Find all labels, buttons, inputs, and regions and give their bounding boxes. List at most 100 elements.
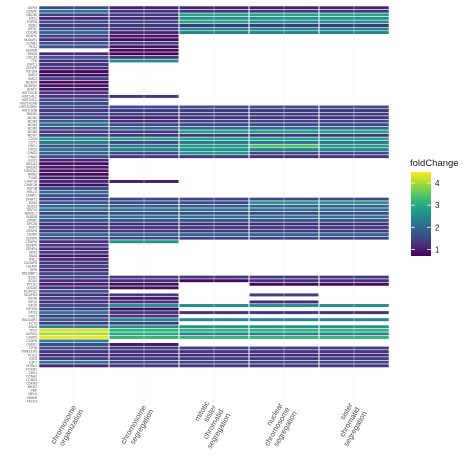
y-tick-label: BIRC5 — [28, 52, 38, 56]
y-tick-label: RAD51 — [27, 112, 38, 116]
y-tick-label: HIST1H3B — [22, 109, 37, 113]
y-tick-label: NCAPD3 — [24, 293, 37, 297]
y-tick-label: POLQ — [28, 353, 37, 357]
y-tick-label: HIST1H1B — [22, 91, 37, 95]
y-tick-label: CCNA2 — [26, 375, 37, 379]
y-tick-label: EZH2 — [29, 201, 37, 205]
y-tick-label: HMMR — [27, 396, 38, 400]
y-tick-label: AURKB — [26, 48, 37, 52]
legend-colorbar — [411, 172, 431, 256]
legend-tick-label: 3 — [435, 201, 440, 210]
y-tick-label: TPX2 — [29, 328, 37, 332]
y-tick-label: CHEK1 — [26, 343, 37, 347]
y-tick-label: CDT1 — [29, 141, 38, 145]
y-tick-label: CDC6 — [28, 137, 37, 141]
y-tick-label: TYMS — [28, 176, 37, 180]
y-tick-label: ORC1 — [28, 144, 37, 148]
y-tick-label: DNA2 — [28, 155, 37, 159]
legend-tick-label: 4 — [435, 179, 440, 188]
y-tick-label: CDCA5 — [26, 286, 37, 290]
y-tick-label: NUF2 — [29, 226, 38, 230]
y-tick-label: SUZ12 — [27, 204, 37, 208]
y-tick-label: CLSPN — [26, 339, 37, 343]
y-tick-label: CENPU — [26, 247, 38, 251]
y-tick-label: NCAPD2 — [24, 84, 37, 88]
y-tick-label: CENPE — [26, 66, 37, 70]
y-tick-label: MAD2L1 — [25, 211, 38, 215]
y-tick-label: MCM3 — [28, 119, 38, 123]
y-tick-label: BUB1 — [29, 24, 38, 28]
y-tick-label: HELLS — [27, 190, 37, 194]
y-tick-label: ORC6 — [28, 148, 37, 152]
y-tick-label: NDC80 — [27, 13, 38, 17]
y-tick-label: CENPM — [25, 240, 37, 244]
y-tick-label: PBK — [31, 389, 38, 393]
y-tick-label: HIST1H2AB — [20, 102, 37, 106]
y-tick-label: TIPIN — [29, 346, 38, 350]
y-tick-label: SKA1 — [29, 250, 37, 254]
y-tick-label: MIS18BP1 — [22, 272, 37, 276]
y-tick-label: PRC1 — [28, 314, 37, 318]
y-tick-label: RACGAP1 — [22, 318, 37, 322]
y-tick-label: KIF23 — [28, 311, 37, 315]
y-tick-label: HIST1H1D — [22, 98, 38, 102]
y-tick-label: KIF14 — [28, 300, 37, 304]
y-tick-label: CDC20 — [27, 56, 38, 60]
y-tick-label: ASF1B — [27, 187, 37, 191]
y-tick-label: KIF15 — [28, 304, 37, 308]
legend-tick-label: 2 — [435, 223, 440, 232]
y-tick-label: CDK1 — [28, 371, 37, 375]
y-tick-label: CENPF — [26, 9, 37, 13]
y-tick-label: SMC2 — [28, 77, 37, 81]
y-tick-label: EXO1 — [28, 158, 37, 162]
y-tick-label: DLGAP5 — [24, 261, 37, 265]
y-tick-label: DNMT1 — [26, 197, 37, 201]
y-tick-label: MKI67 — [28, 385, 37, 389]
y-tick-label: CCNE2 — [26, 378, 37, 382]
y-tick-label: TTK — [31, 59, 38, 63]
y-tick-label: KIF4A — [28, 297, 38, 301]
y-tick-label: CHAF1B — [24, 183, 37, 187]
grid-lines — [73, 6, 355, 403]
legend-title: foldChange — [410, 158, 459, 169]
y-tick-label: GINS2 — [27, 151, 37, 155]
y-tick-label: ZWINT — [27, 219, 37, 223]
y-tick-label: OIP5 — [30, 268, 37, 272]
y-tick-label: CDCA8 — [26, 31, 37, 35]
y-tick-label: HJURP — [26, 265, 37, 269]
y-tick-label: BRCA2 — [26, 165, 37, 169]
legend: foldChange 1 2 3 4 — [410, 158, 459, 256]
y-tick-label: MCM5 — [28, 126, 38, 130]
y-tick-label: MYBL2 — [27, 364, 38, 368]
y-tick-label: E2F8 — [29, 357, 37, 361]
y-tick-label: FOXM1 — [26, 367, 37, 371]
y-tick-label: CENPN — [26, 243, 38, 247]
y-tick-label: ANLN — [28, 325, 37, 329]
y-tick-label: NCAPG — [26, 34, 38, 38]
y-tick-label: SMC4 — [28, 73, 37, 77]
y-tick-label: SKA3 — [29, 254, 37, 258]
y-tick-label: MCM2 — [28, 116, 38, 120]
y-tick-label: H2AFX — [27, 87, 38, 91]
y-tick-label: UHRF1 — [26, 194, 37, 198]
y-tick-label: NCAPG2 — [24, 289, 37, 293]
y-tick-label: MCM6 — [28, 130, 38, 134]
y-tick-label: MCM4 — [28, 123, 38, 127]
y-tick-label: CENPI — [27, 233, 37, 237]
y-tick-label: E2F7 — [29, 360, 37, 364]
y-tick-label: TRIP13 — [26, 208, 37, 212]
y-tick-label: HIST1H1C — [22, 94, 38, 98]
y-tick-label: SGO1 — [28, 275, 37, 279]
y-tick-label: KIF20A — [26, 307, 38, 311]
y-tick-label: TOP2A — [27, 20, 38, 24]
y-tick-label: MELK — [28, 392, 38, 396]
y-tick-label: TACC3 — [27, 399, 37, 403]
y-tick-label: ESPL1 — [27, 63, 37, 67]
y-tick-label: NUSAP1 — [24, 38, 37, 42]
y-tick-label: HIST1H2BH — [19, 105, 37, 109]
y-tick-label: AURKA — [26, 332, 38, 336]
